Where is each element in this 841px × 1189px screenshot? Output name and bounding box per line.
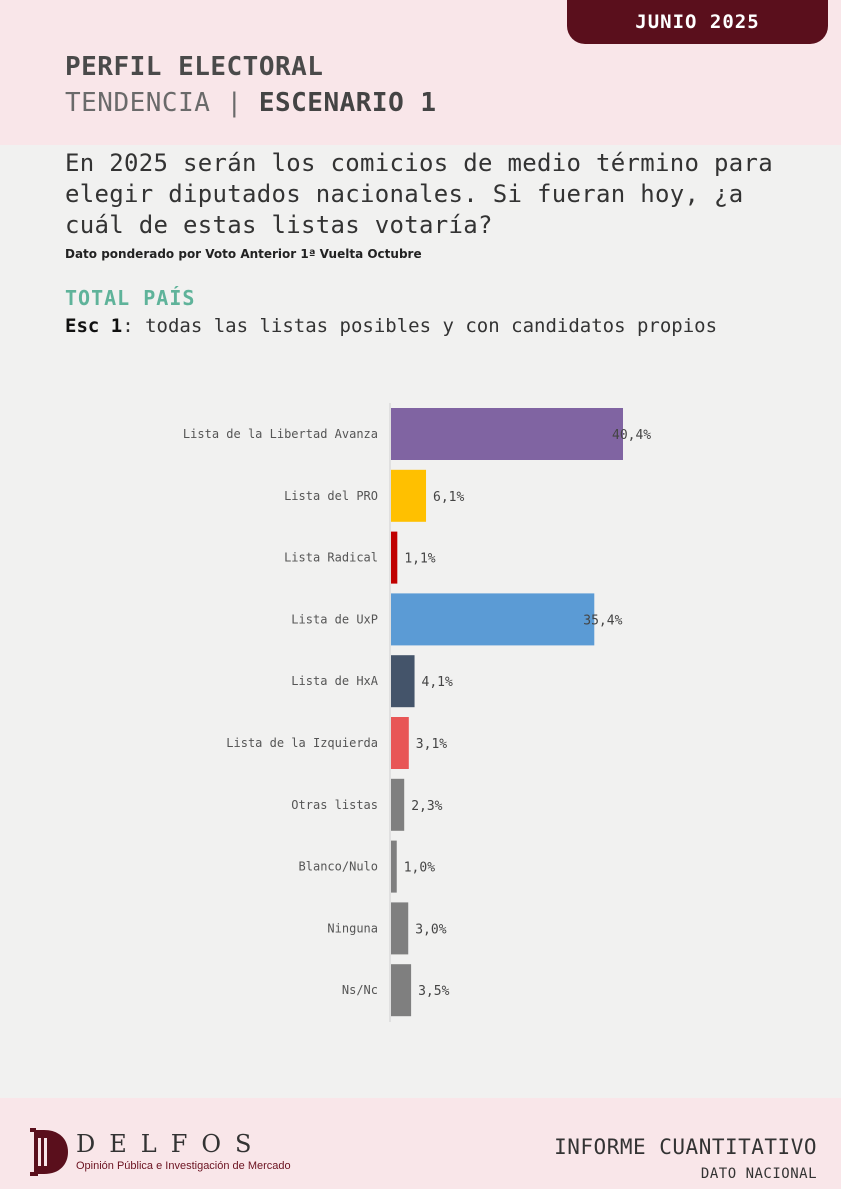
- page-subtitle: TENDENCIA | ESCENARIO 1: [65, 88, 437, 118]
- bar: [391, 408, 623, 460]
- bar: [391, 902, 409, 955]
- category-label: Ns/Nc: [342, 983, 378, 997]
- bar: [391, 655, 415, 708]
- category-label: Lista de HxA: [291, 674, 378, 688]
- scenario-text: : todas las listas posibles y con candid…: [122, 315, 718, 337]
- logo-name: DELFOS: [76, 1130, 266, 1158]
- bar: [391, 964, 412, 1017]
- logo-d-icon: [30, 1128, 68, 1176]
- value-label: 6,1%: [433, 490, 464, 505]
- value-label: 4,1%: [422, 675, 453, 690]
- bar: [391, 593, 595, 646]
- bar: [391, 778, 405, 831]
- date-badge: JUNIO 2025: [567, 0, 828, 44]
- value-label: 1,1%: [404, 552, 435, 567]
- value-label: 35,4%: [583, 613, 622, 628]
- category-label: Lista de UxP: [291, 612, 378, 626]
- scenario-description: Esc 1: todas las listas posibles y con c…: [65, 315, 717, 337]
- report-type: INFORME CUANTITATIVO: [554, 1135, 817, 1159]
- value-label: 3,1%: [416, 737, 447, 752]
- category-label: Otras listas: [291, 798, 378, 812]
- category-label: Blanco/Nulo: [299, 860, 378, 874]
- bar: [391, 531, 398, 584]
- report-scope: DATO NACIONAL: [700, 1166, 817, 1182]
- bar-chart: Lista de la Libertad Avanza 40,4% Lista de…: [183, 403, 651, 1022]
- bar: [391, 469, 427, 522]
- delfos-logo: DELFOS Opinión Pública e Investigación d…: [30, 1126, 330, 1181]
- bar: [391, 840, 397, 893]
- bar: [391, 717, 409, 769]
- category-label: Ninguna: [327, 921, 378, 935]
- category-label: Lista del PRO: [284, 489, 378, 503]
- weighting-note: Dato ponderado por Voto Anterior 1ª Vuel…: [65, 247, 422, 261]
- value-label: 1,0%: [404, 861, 435, 876]
- category-label: Lista de la Izquierda: [226, 736, 378, 750]
- page-title: PERFIL ELECTORAL: [65, 52, 324, 82]
- logo-tagline: Opinión Pública e Investigación de Merca…: [76, 1160, 291, 1172]
- section-title: TOTAL PAÍS: [65, 286, 196, 310]
- scenario-label: Esc 1: [65, 315, 123, 337]
- subtitle-scenario: ESCENARIO 1: [258, 88, 437, 118]
- survey-question: En 2025 serán los comicios de medio térm…: [65, 149, 773, 239]
- value-label: 2,3%: [411, 799, 442, 814]
- footer-band: [0, 1098, 841, 1189]
- subtitle-prefix: TENDENCIA |: [65, 88, 259, 118]
- value-label: 3,0%: [415, 922, 446, 937]
- category-label: Lista Radical: [284, 551, 378, 565]
- category-label: Lista de la Libertad Avanza: [183, 427, 378, 441]
- value-label: 3,5%: [418, 984, 449, 999]
- value-label: 40,4%: [612, 428, 651, 443]
